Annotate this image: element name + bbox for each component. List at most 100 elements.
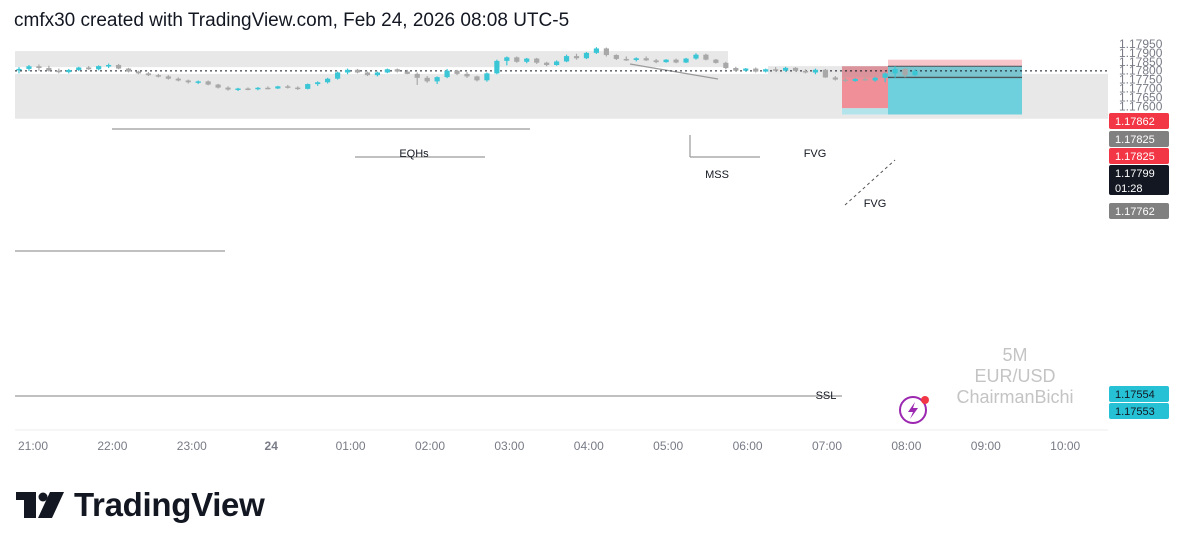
- stop-loss-zone-strong: [842, 66, 888, 109]
- candle-body: [693, 54, 699, 59]
- candle-body: [802, 70, 809, 73]
- candle-body: [275, 86, 281, 89]
- candle: [185, 79, 191, 84]
- candle: [613, 54, 619, 61]
- entry-range: [842, 66, 1022, 78]
- annotation-label: EQHs: [399, 148, 429, 160]
- candle-body: [782, 67, 789, 71]
- candle-body: [265, 87, 271, 90]
- brand-name: TradingView: [74, 486, 265, 523]
- candle: [593, 47, 600, 54]
- price-label-bg: [1109, 131, 1169, 147]
- x-tick-label: 22:00: [97, 439, 127, 453]
- candle: [66, 68, 72, 74]
- candle: [882, 72, 888, 83]
- y-tick-label: 1.17850: [1119, 55, 1163, 69]
- candle-body: [464, 73, 470, 77]
- candle-body: [46, 68, 52, 71]
- candle-body: [26, 66, 32, 69]
- candle: [563, 54, 570, 63]
- candle: [554, 60, 560, 66]
- flash-icon[interactable]: [899, 396, 929, 424]
- time-axis[interactable]: 21:00 22:00 23:00 24 01:00 02:00 03:00 04:00 05:…: [15, 429, 1108, 453]
- watermark: 5M EUR/USD ChairmanBichi: [956, 345, 1073, 407]
- candle: [175, 77, 181, 82]
- candle: [892, 66, 898, 78]
- candle: [832, 76, 838, 81]
- y-tick-label: 1.17650: [1119, 90, 1163, 104]
- candle-body: [175, 78, 181, 81]
- candle: [195, 80, 201, 85]
- candle: [643, 56, 649, 61]
- candle-body: [135, 71, 142, 74]
- candle-body: [364, 72, 371, 76]
- candle: [56, 68, 62, 74]
- candle: [125, 67, 132, 73]
- candle-body: [285, 86, 291, 88]
- candle-body: [494, 60, 500, 74]
- projection-line: [844, 159, 896, 206]
- candle: [205, 80, 211, 86]
- candle: [763, 68, 769, 73]
- x-tick-label: 08:00: [891, 439, 921, 453]
- candle: [603, 47, 609, 57]
- candle-body: [703, 54, 709, 60]
- candle: [16, 67, 22, 74]
- annotation-label: FVG: [804, 148, 827, 160]
- candle: [235, 87, 241, 91]
- candle-body: [424, 77, 430, 82]
- candle-body: [354, 69, 361, 73]
- candle: [215, 83, 221, 89]
- candle-body: [484, 73, 490, 81]
- liquidity-zone: [15, 51, 728, 68]
- price-label: 1.17862: [1109, 113, 1169, 129]
- price-label-bg: [1109, 113, 1169, 129]
- chart-caption: cmfx30 created with TradingView.com, Feb…: [14, 10, 570, 31]
- x-tick-label: 06:00: [733, 439, 763, 453]
- price-label-bg: [1109, 165, 1169, 195]
- price-chart[interactable]: EQHs MSS FVG FVG SSL 5M EUR/USD ChairmanBich…: [0, 0, 1200, 470]
- watermark-author: ChairmanBichi: [956, 387, 1073, 407]
- candle: [623, 56, 629, 61]
- candle-body: [573, 56, 580, 59]
- candle: [155, 73, 161, 78]
- y-tick-label: 1.17750: [1119, 73, 1163, 87]
- candle-body: [245, 88, 251, 90]
- candle-body: [325, 78, 331, 83]
- candle: [872, 76, 878, 82]
- candle: [394, 68, 400, 73]
- candle: [862, 77, 868, 82]
- candle: [454, 69, 460, 76]
- price-axis[interactable]: 1.179501.179001.178501.178001.177501.177…: [1119, 37, 1163, 113]
- annotations-layer: EQHs MSS FVG FVG SSL: [399, 148, 886, 402]
- candle-body: [892, 68, 898, 74]
- candle-body: [76, 67, 82, 70]
- candle-body: [115, 65, 122, 69]
- trend-line: [629, 63, 719, 80]
- price-label: 1.17554: [1109, 386, 1169, 402]
- price-label-bg: [1109, 148, 1169, 164]
- candle: [255, 87, 261, 91]
- candle: [822, 68, 828, 78]
- price-label: 1.17553: [1109, 403, 1169, 419]
- stop-loss-zone: [888, 59, 1022, 67]
- candle: [733, 66, 739, 72]
- annotation-label: MSS: [705, 169, 729, 181]
- candle-body: [524, 58, 530, 62]
- candle: [26, 65, 32, 72]
- candle: [812, 68, 819, 75]
- price-label-bg: [1109, 203, 1169, 219]
- price-label-text: 1.17799: [1115, 168, 1155, 180]
- candle-body: [583, 52, 590, 59]
- candle: [225, 86, 231, 91]
- candle-body: [215, 84, 221, 88]
- price-label-bg: [1109, 403, 1169, 419]
- candle-body: [733, 68, 739, 71]
- candle-body: [514, 57, 520, 62]
- candle-body: [36, 66, 42, 69]
- candle-body: [96, 66, 102, 70]
- candle-body: [225, 87, 231, 90]
- candle: [663, 59, 669, 63]
- x-tick-label: 09:00: [971, 439, 1001, 453]
- candle-body: [454, 70, 460, 74]
